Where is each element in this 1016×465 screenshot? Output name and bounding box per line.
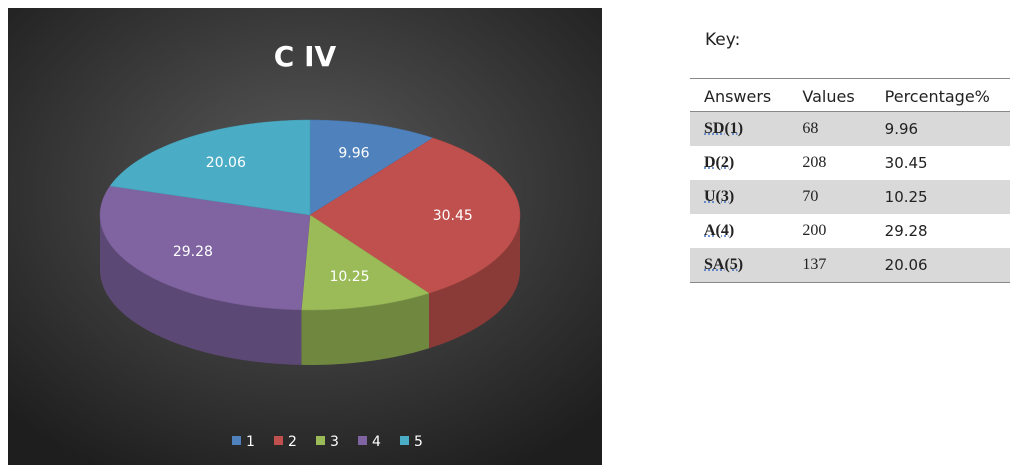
legend-swatch <box>232 436 241 445</box>
data-label: 29.28 <box>173 244 213 260</box>
header-cell: Percentage% <box>870 78 1010 112</box>
legend-swatch <box>274 436 283 445</box>
slice <box>309 137 521 294</box>
table-cell: 208 <box>802 154 827 171</box>
header-cell: Answers <box>690 78 789 112</box>
key-table: Answers Values Percentage% SD(1) 68 9.96 D(2)… <box>690 78 1010 283</box>
table-cell: U(3) <box>690 180 789 214</box>
data-label: 9.96 <box>338 146 369 162</box>
table-cell: SD(1) <box>690 111 789 146</box>
data-label: 20.06 <box>206 155 246 171</box>
table-cell: 70 <box>788 180 871 214</box>
table-cell: 20.06 <box>870 248 1010 283</box>
legend-label: 4 <box>372 434 381 450</box>
table-cell: SA(5) <box>690 248 789 283</box>
table-row: SA(5) 137 20.06 <box>690 248 1010 283</box>
table-cell: 68 <box>788 111 871 146</box>
slice-side <box>100 215 302 365</box>
slice-side <box>429 215 520 349</box>
table-row: SD(1) 68 9.96 <box>690 111 1010 146</box>
table-cell: 200 <box>802 222 827 239</box>
header-row: Answers Values Percentage% <box>690 78 1010 112</box>
slice <box>309 119 434 216</box>
table-row: D(2) 208 30.45 <box>690 146 1010 180</box>
table-cell: A(4) <box>704 222 735 239</box>
data-label: 10.25 <box>329 269 369 285</box>
table-cell: 10.25 <box>870 180 1010 214</box>
slice-side <box>301 293 430 365</box>
table-row: A(4) 200 29.28 <box>690 214 1010 248</box>
header-cell: Values <box>788 78 871 112</box>
key-title: Key: <box>705 30 741 50</box>
table-cell: 137 <box>788 248 871 283</box>
legend-label: 5 <box>414 434 423 450</box>
legend-label: 1 <box>246 434 255 450</box>
table-cell: 29.28 <box>884 222 928 240</box>
table-cell: 30.45 <box>884 154 928 172</box>
table-cell: 9.96 <box>870 111 1010 146</box>
legend-label: 3 <box>330 434 339 450</box>
table-row: U(3) 70 10.25 <box>690 180 1010 214</box>
chart: C IV 9.96 30.45 10.25 29.28 20.06 1 2 3 4 5 <box>8 8 602 465</box>
legend-swatch <box>400 436 409 445</box>
data-label: 30.45 <box>433 208 473 224</box>
chart-title: C IV <box>274 40 337 73</box>
slice <box>99 185 311 311</box>
legend-swatch <box>316 436 325 445</box>
legend-label: 2 <box>288 434 297 450</box>
slice <box>301 214 430 311</box>
slice <box>109 119 311 216</box>
table-cell: D(2) <box>704 154 735 171</box>
legend-swatch <box>358 436 367 445</box>
